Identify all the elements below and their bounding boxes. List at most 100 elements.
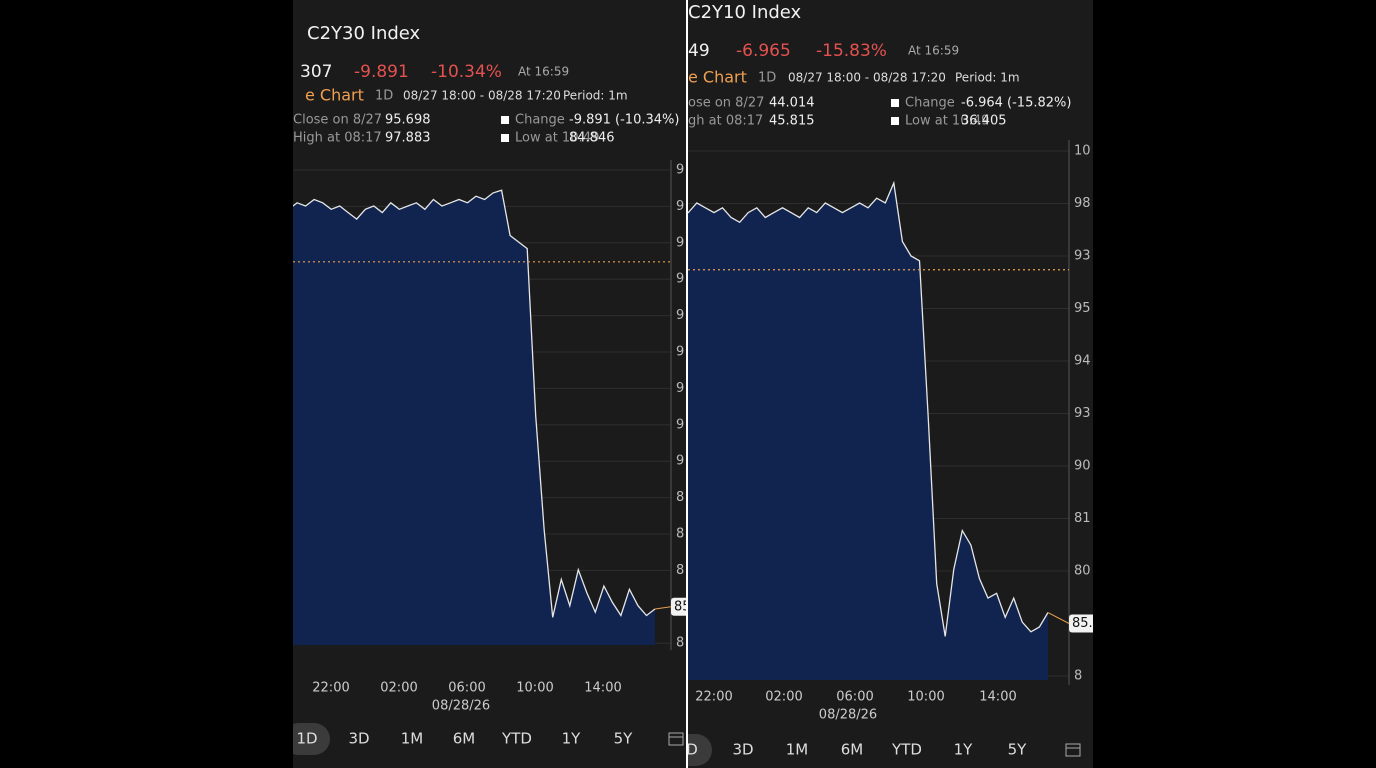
y-tick-label: 9 xyxy=(676,272,684,287)
bullet xyxy=(891,99,899,107)
range-button[interactable]: D xyxy=(688,741,698,759)
price-tag xyxy=(671,597,686,616)
x-tick-label: 22:00 xyxy=(695,690,732,705)
stat-value: 84.846 xyxy=(569,131,615,146)
stat-label: Low at 10:49 xyxy=(515,131,599,146)
stat-value: 45.815 xyxy=(769,114,815,129)
y-tick-label: 8 xyxy=(676,636,684,651)
pct-change: -10.34% xyxy=(431,62,502,82)
range-button[interactable]: 6M xyxy=(841,741,864,759)
calendar-icon[interactable] xyxy=(1065,743,1081,757)
y-tick-label: 8 xyxy=(676,527,684,542)
y-tick-label: 93 xyxy=(1074,406,1091,421)
range-button[interactable]: 1D xyxy=(296,730,317,748)
stat-label: High at 08:17 xyxy=(293,131,382,146)
date-range: 08/27 18:00 - 08/28 17:20 xyxy=(788,71,946,85)
y-tick-label: 9 xyxy=(676,199,684,214)
y-tick-label: 95 xyxy=(1074,301,1091,316)
y-tick-label: 8 xyxy=(676,490,684,505)
price-tag-leader xyxy=(1047,612,1070,624)
range-button[interactable]: 1M xyxy=(401,730,424,748)
y-tick-label: 8 xyxy=(1074,669,1082,684)
y-tick-label: 9 xyxy=(676,308,684,323)
bullet xyxy=(501,116,509,124)
stat-label: ose on 8/27 xyxy=(688,96,764,111)
range-button[interactable]: 1M xyxy=(786,741,809,759)
divider xyxy=(686,0,688,768)
range-button[interactable]: 3D xyxy=(732,741,753,759)
panel-left: C2Y30 Index 307 -9.891 -10.34% At 16:59 e Cha… xyxy=(293,0,686,768)
title: C2Y10 Index xyxy=(688,2,802,23)
y-tick-label: 94 xyxy=(1074,354,1091,369)
active-tab xyxy=(688,734,712,766)
update-time: At 16:59 xyxy=(518,65,569,79)
update-time: At 16:59 xyxy=(908,44,959,58)
x-tick-label: 02:00 xyxy=(765,690,802,705)
y-tick-label: 9 xyxy=(676,381,684,396)
x-date: 08/28/26 xyxy=(819,708,877,723)
date-range: 08/27 18:00 - 08/28 17:20 xyxy=(403,89,561,103)
y-tick-label: 9 xyxy=(676,235,684,250)
stat-value: 97.883 xyxy=(385,131,431,146)
y-tick-label: 9 xyxy=(676,454,684,469)
price-tag-label: 85. xyxy=(1072,616,1093,631)
y-tick-label: 81 xyxy=(1074,511,1091,526)
x-tick-label: 06:00 xyxy=(448,681,485,696)
stat-label: Low at 10:49 xyxy=(905,114,989,129)
range-button[interactable]: 1Y xyxy=(954,741,974,759)
period-tab: 1D xyxy=(375,89,393,104)
range-button[interactable]: YTD xyxy=(891,741,922,759)
y-tick-label: 98 xyxy=(1074,196,1091,211)
period-tab: 1D xyxy=(758,71,776,86)
price-tag-leader xyxy=(654,606,672,610)
period: Period: 1m xyxy=(563,89,628,103)
stat-label: Change xyxy=(905,96,955,111)
bullet xyxy=(501,134,509,142)
stat-value: 44.014 xyxy=(769,96,815,111)
calendar-icon[interactable] xyxy=(668,732,684,746)
stat-label: Change xyxy=(515,113,565,128)
net-change: -6.965 xyxy=(736,41,791,61)
x-tick-label: 14:00 xyxy=(979,690,1016,705)
x-tick-label: 10:00 xyxy=(907,690,944,705)
area xyxy=(688,183,1048,680)
last-price: 307 xyxy=(300,62,332,82)
stat-label: gh at 08:17 xyxy=(688,114,763,129)
x-date: 08/28/26 xyxy=(432,699,490,714)
range-button[interactable]: YTD xyxy=(501,730,532,748)
price-line xyxy=(688,180,1049,637)
price-tag xyxy=(1069,614,1093,633)
x-tick-label: 22:00 xyxy=(312,681,349,696)
range-button[interactable]: 5Y xyxy=(614,730,634,748)
active-tab xyxy=(293,723,330,755)
y-tick-label: 93 xyxy=(1074,249,1091,264)
price-tag-label: 85 xyxy=(674,599,686,614)
y-tick-label: 80 xyxy=(1074,564,1091,579)
range-button[interactable]: 3D xyxy=(348,730,369,748)
stat-value: 95.698 xyxy=(385,113,431,128)
stat-value: -9.891 (-10.34%) xyxy=(569,113,679,128)
range-button[interactable]: 6M xyxy=(453,730,476,748)
y-tick-label: 9 xyxy=(676,163,684,178)
stat-value: -6.964 (-15.82%) xyxy=(961,96,1071,111)
chart-label: e Chart xyxy=(688,68,747,87)
period: Period: 1m xyxy=(955,71,1020,85)
y-tick-label: 10 xyxy=(1074,144,1091,159)
net-change: -9.891 xyxy=(354,62,409,82)
title: C2Y30 Index xyxy=(307,23,421,44)
chart-label: e Chart xyxy=(305,86,364,105)
area xyxy=(293,190,655,645)
range-button[interactable]: 5Y xyxy=(1008,741,1028,759)
price-line xyxy=(293,189,656,618)
x-tick-label: 10:00 xyxy=(516,681,553,696)
x-tick-label: 02:00 xyxy=(380,681,417,696)
range-button[interactable]: 1Y xyxy=(562,730,582,748)
x-tick-label: 14:00 xyxy=(584,681,621,696)
x-tick-label: 06:00 xyxy=(836,690,873,705)
pct-change: -15.83% xyxy=(816,41,887,61)
y-tick-label: 90 xyxy=(1074,459,1091,474)
y-tick-label: 8 xyxy=(676,563,684,578)
bullet xyxy=(891,117,899,125)
y-tick-label: 9 xyxy=(676,417,684,432)
